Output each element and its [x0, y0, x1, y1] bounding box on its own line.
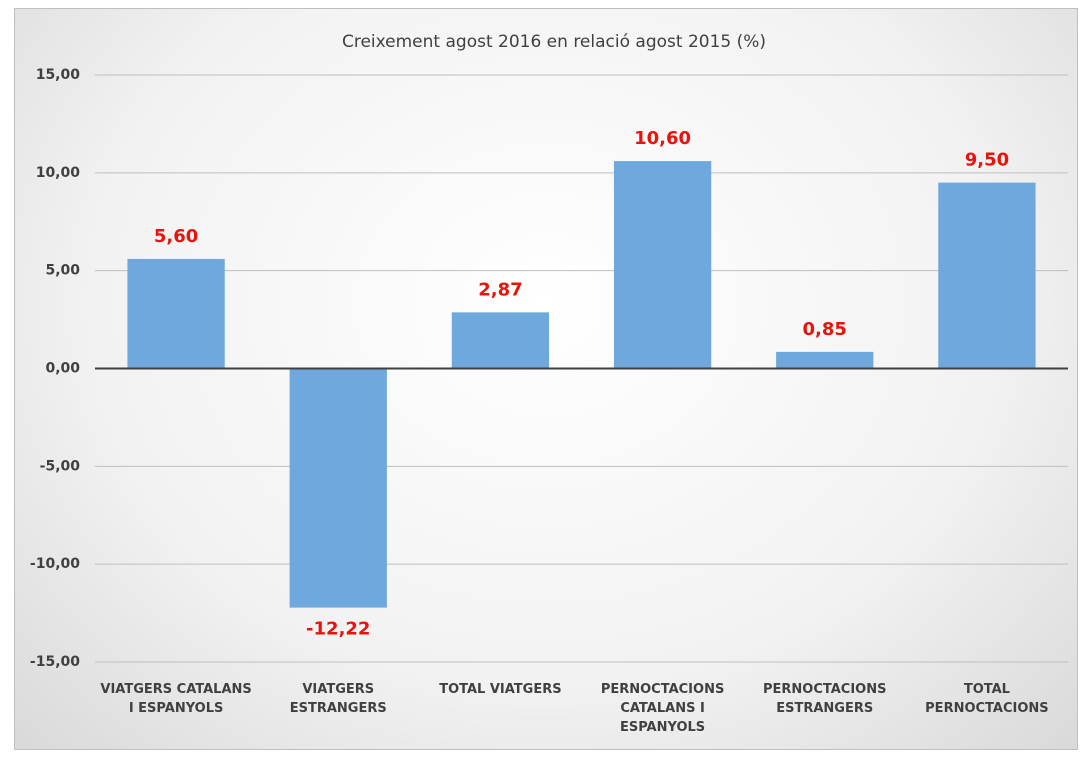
- data-label: 9,50: [965, 150, 1009, 171]
- x-tick-label: TOTAL VIATGERS: [439, 682, 562, 697]
- bar: [776, 351, 874, 369]
- data-label: 2,87: [478, 279, 522, 300]
- y-tick-label: -15,00: [30, 654, 80, 670]
- data-label: 5,60: [154, 226, 198, 247]
- bar: [127, 258, 225, 369]
- x-tick-label: VIATGERS CATALANS I ESPANYOLS: [100, 682, 252, 716]
- data-label: -12,22: [306, 619, 370, 640]
- y-tick-label: 15,00: [36, 67, 81, 83]
- bar: [938, 182, 1036, 369]
- x-tick-label: PERNOCTACIONS ESTRANGERS: [763, 682, 887, 716]
- y-tick-label: -5,00: [40, 458, 81, 474]
- x-tick-label: VIATGERS ESTRANGERS: [289, 682, 387, 716]
- y-tick-label: 5,00: [45, 263, 80, 279]
- y-tick-label: 0,00: [45, 361, 80, 377]
- x-tick-label: PERNOCTACIONS CATALANS I ESPANYOLS: [600, 682, 725, 735]
- chart-title: Creixement agost 2016 en relació agost 2…: [342, 32, 766, 52]
- x-tick-label: TOTAL PERNOCTACIONS: [925, 682, 1049, 716]
- data-label: 0,85: [803, 319, 847, 340]
- y-tick-label: 10,00: [36, 165, 81, 181]
- bar: [289, 368, 387, 608]
- data-label: 10,60: [634, 128, 691, 149]
- bar: [613, 161, 712, 369]
- chart-frame: [14, 8, 1078, 750]
- bar: [451, 312, 550, 369]
- y-tick-label: -10,00: [30, 556, 80, 572]
